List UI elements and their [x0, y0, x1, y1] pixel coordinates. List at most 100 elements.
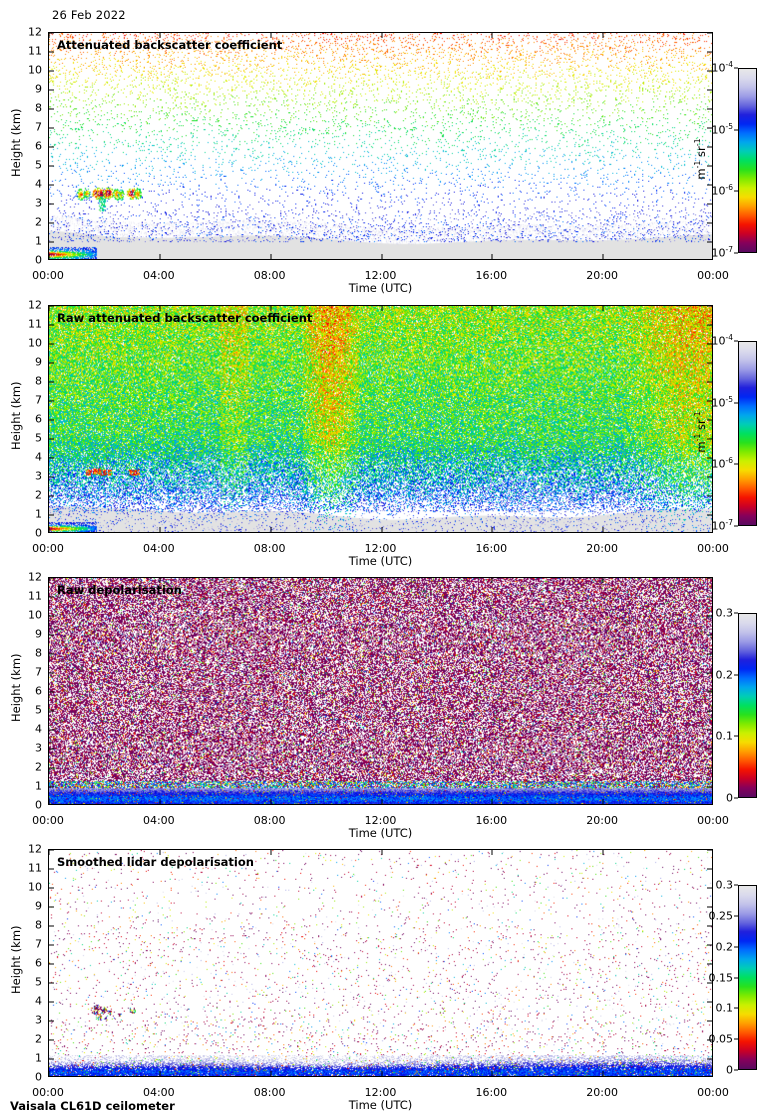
y-tick-mark	[49, 457, 54, 459]
y-tick-mark	[49, 963, 54, 965]
y-tick-mark-right	[707, 419, 712, 421]
panel-title-smoothed-lidar-depolarisation: Smoothed lidar depolarisation	[57, 855, 254, 869]
colorbar-tick-label: 0.2	[715, 940, 734, 954]
y-tick-mark	[49, 222, 54, 224]
y-tick-mark-right	[707, 203, 712, 205]
y-tick-mark	[49, 33, 54, 34]
y-tick-label: 3	[35, 741, 42, 755]
y-tick-mark	[49, 1058, 54, 1060]
y-tick-mark-right	[707, 241, 712, 243]
x-tick-mark	[159, 527, 161, 532]
y-tick-mark-right	[707, 925, 712, 927]
y-tick-label: 3	[35, 1013, 42, 1027]
colorbar-tick-mark	[734, 402, 738, 404]
y-tick-mark-right	[707, 184, 712, 186]
colorbar-tick-label: 10-4	[711, 332, 733, 348]
x-tick-label: 08:00	[253, 269, 286, 282]
y-tick-mark-right	[707, 748, 712, 750]
y-tick-mark-right	[707, 514, 712, 516]
colorbar-tick-label: 10-7	[711, 517, 733, 533]
y-tick-mark	[49, 495, 54, 497]
colorbar-gradient	[739, 342, 756, 525]
x-tick-mark	[381, 527, 382, 532]
y-tick-mark-right	[707, 476, 712, 478]
heatmap-canvas-attenuated-backscatter	[49, 33, 712, 259]
y-tick-label: 9	[35, 82, 42, 96]
y-tick-mark	[49, 400, 54, 402]
colorbar-tick-label: 10-4	[711, 59, 733, 75]
x-tick-mark-top	[381, 306, 382, 311]
colorbar-tick-label: 0.1	[715, 1001, 734, 1015]
y-tick-mark-right	[707, 222, 712, 224]
x-tick-mark	[602, 1071, 604, 1076]
x-tick-mark-top	[270, 33, 272, 38]
x-tick-label: 12:00	[364, 542, 397, 555]
y-tick-mark-right	[707, 963, 712, 965]
x-tick-mark-top	[159, 850, 161, 855]
x-tick-label: 00:00	[32, 269, 64, 282]
colorbar-tick-mark	[734, 67, 738, 69]
colorbar-tick-label: 0.2	[715, 668, 734, 682]
x-tick-mark	[270, 254, 272, 259]
colorbar-tick-label: 0.05	[708, 1032, 734, 1046]
y-tick-label: 10	[28, 63, 42, 77]
x-tick-label: 16:00	[475, 269, 508, 282]
y-tick-mark-right	[707, 1058, 712, 1060]
y-tick-mark	[49, 514, 54, 516]
colorbar-tick-mark	[734, 797, 738, 799]
y-tick-mark	[49, 906, 54, 908]
x-tick-label: 16:00	[475, 814, 508, 827]
y-tick-mark	[49, 1020, 54, 1022]
y-tick-mark-right	[707, 634, 712, 636]
heatmap-canvas-raw-attenuated-backscatter	[49, 306, 712, 532]
colorbar-tick-label: 0.1	[715, 729, 734, 743]
x-tick-mark	[491, 799, 493, 804]
colorbar-attenuated-backscatter	[738, 68, 757, 253]
x-tick-label: 00:00	[32, 542, 64, 555]
colorbar-gradient	[739, 886, 756, 1069]
y-tick-mark	[49, 748, 54, 750]
y-tick-label: 9	[35, 899, 42, 913]
x-tick-label: 20:00	[586, 542, 619, 555]
y-tick-label: 12	[28, 25, 42, 39]
y-tick-label: 6	[35, 139, 42, 153]
y-tick-mark-right	[707, 596, 712, 598]
colorbar-smoothed-lidar-depolarisation	[738, 885, 757, 1070]
y-tick-mark	[49, 438, 54, 440]
y-tick-label: 5	[35, 975, 42, 989]
y-tick-mark-right	[707, 165, 712, 167]
colorbar-tick-label: 0.25	[708, 909, 734, 923]
x-tick-label: 08:00	[253, 1086, 286, 1099]
y-tick-mark-right	[707, 691, 712, 693]
x-tick-mark-top	[270, 306, 272, 311]
plot-area-raw-depolarisation: Raw depolarisation	[48, 577, 713, 805]
x-tick-mark	[159, 254, 161, 259]
x-tick-mark-top	[159, 578, 161, 583]
x-tick-mark	[602, 527, 604, 532]
panel-raw-depolarisation: Raw depolarisation 0 1 2 3 4 5 6 7 8 9 10 11 12 00:00 0…	[0, 571, 780, 840]
y-tick-mark-right	[707, 710, 712, 712]
colorbar-tick-mark	[734, 977, 738, 978]
colorbar-raw-attenuated-backscatter	[738, 341, 757, 526]
y-tick-label: 10	[28, 336, 42, 350]
y-tick-label: 8	[35, 646, 42, 660]
x-tick-label: 00:00	[697, 814, 729, 827]
y-tick-label: 12	[28, 842, 42, 856]
y-tick-label: 8	[35, 101, 42, 115]
y-tick-mark	[49, 691, 54, 693]
colorbar-axis-label: m-1 sr-1	[693, 410, 708, 453]
y-tick-mark	[49, 381, 54, 383]
y-tick-mark-right	[707, 306, 712, 307]
colorbar-tick-mark	[734, 946, 738, 948]
x-tick-mark	[381, 799, 382, 804]
y-tick-mark	[49, 306, 54, 307]
y-tick-mark	[49, 241, 54, 243]
x-tick-mark-top	[381, 578, 382, 583]
colorbar-axis-label: m-1 sr-1	[693, 137, 708, 180]
y-tick-mark	[49, 343, 54, 345]
y-tick-label: 0	[35, 526, 42, 540]
y-tick-label: 4	[35, 994, 42, 1008]
y-tick-mark	[49, 767, 54, 769]
y-tick-mark	[49, 868, 54, 870]
